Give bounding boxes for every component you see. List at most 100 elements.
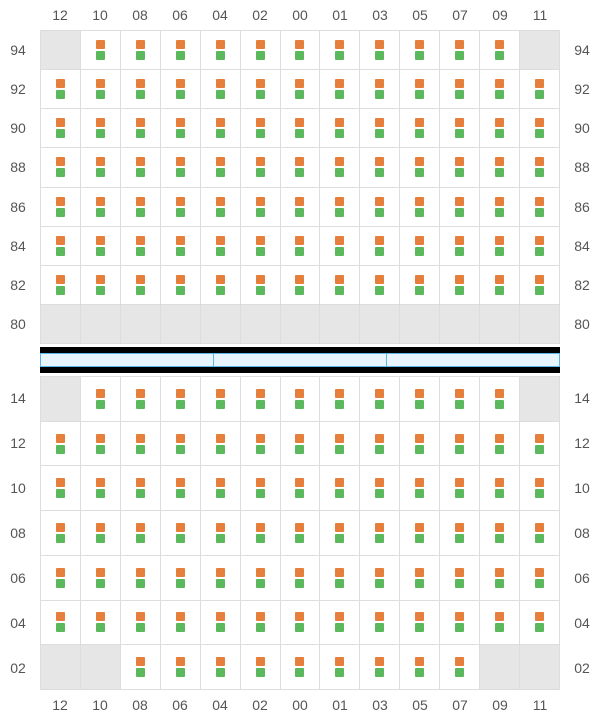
port-dot-green <box>176 168 185 177</box>
port-dot-orange <box>136 612 145 621</box>
port-dot-green <box>216 168 225 177</box>
cell <box>41 556 81 601</box>
cell <box>320 31 360 70</box>
cell <box>360 466 400 511</box>
port-dot-orange <box>535 157 544 166</box>
cell <box>161 422 201 467</box>
port-dot-green <box>295 623 304 632</box>
port-dot-orange <box>56 434 65 443</box>
cell <box>281 422 321 467</box>
port-dot-green <box>535 286 544 295</box>
cell <box>161 148 201 187</box>
cell <box>41 466 81 511</box>
cell <box>81 109 121 148</box>
port-dot-green <box>335 208 344 217</box>
cell <box>281 645 321 690</box>
cell <box>480 70 520 109</box>
port-dot-green <box>96 623 105 632</box>
port-dot-green <box>256 534 265 543</box>
port-dot-orange <box>56 197 65 206</box>
row-label: 14 <box>3 376 33 421</box>
port-dot-green <box>136 623 145 632</box>
cell <box>400 266 440 305</box>
cell <box>440 148 480 187</box>
port-dot-green <box>455 168 464 177</box>
port-dot-green <box>535 129 544 138</box>
port-dot-green <box>96 579 105 588</box>
cell <box>201 305 241 344</box>
port-dot-orange <box>415 568 424 577</box>
cell <box>520 556 560 601</box>
cell <box>520 188 560 227</box>
cell <box>81 422 121 467</box>
port-dot-orange <box>335 79 344 88</box>
port-dot-orange <box>535 612 544 621</box>
port-dot-orange <box>96 275 105 284</box>
cell <box>520 377 560 422</box>
cell <box>320 377 360 422</box>
port-dot-orange <box>136 434 145 443</box>
port-dot-orange <box>256 197 265 206</box>
port-dot-orange <box>495 197 504 206</box>
row-label: 12 <box>3 421 33 466</box>
cell <box>320 645 360 690</box>
cell <box>201 422 241 467</box>
port-dot-orange <box>56 236 65 245</box>
port-dot-orange <box>495 434 504 443</box>
port-dot-green <box>295 579 304 588</box>
port-dot-orange <box>455 523 464 532</box>
port-dot-orange <box>216 197 225 206</box>
port-dot-orange <box>96 612 105 621</box>
cell <box>121 109 161 148</box>
cell <box>161 227 201 266</box>
grid-row <box>41 466 560 511</box>
port-dot-green <box>415 489 424 498</box>
port-dot-green <box>415 247 424 256</box>
cell <box>440 511 480 556</box>
port-dot-orange <box>295 657 304 666</box>
port-dot-orange <box>535 568 544 577</box>
rack-diagram: 12100806040200010305070911 9492908886848… <box>0 0 600 720</box>
port-dot-green <box>335 445 344 454</box>
grid-row <box>41 266 560 305</box>
port-dot-green <box>176 247 185 256</box>
cell <box>520 227 560 266</box>
port-dot-green <box>136 168 145 177</box>
port-dot-green <box>455 489 464 498</box>
port-dot-orange <box>96 389 105 398</box>
port-dot-orange <box>415 157 424 166</box>
col-label: 08 <box>120 690 160 720</box>
cell <box>121 601 161 646</box>
cell <box>121 511 161 556</box>
port-dot-green <box>375 445 384 454</box>
port-dot-green <box>96 208 105 217</box>
port-dot-green <box>455 90 464 99</box>
cell <box>241 377 281 422</box>
cell <box>360 227 400 266</box>
port-dot-orange <box>415 79 424 88</box>
port-dot-green <box>176 668 185 677</box>
cell <box>121 188 161 227</box>
port-dot-orange <box>176 79 185 88</box>
cell <box>520 31 560 70</box>
port-dot-orange <box>495 79 504 88</box>
port-dot-orange <box>295 389 304 398</box>
port-dot-orange <box>256 275 265 284</box>
port-dot-orange <box>136 389 145 398</box>
port-dot-green <box>56 90 65 99</box>
port-dot-green <box>495 90 504 99</box>
cell <box>320 305 360 344</box>
grid-row <box>41 377 560 422</box>
port-dot-green <box>375 489 384 498</box>
port-dot-orange <box>256 157 265 166</box>
port-dot-green <box>256 400 265 409</box>
port-dot-green <box>495 579 504 588</box>
row-label: 14 <box>567 376 597 421</box>
port-dot-green <box>415 445 424 454</box>
row-label: 88 <box>3 148 33 187</box>
port-dot-green <box>295 51 304 60</box>
port-dot-green <box>495 445 504 454</box>
row-label: 08 <box>3 511 33 556</box>
port-dot-green <box>216 445 225 454</box>
port-dot-green <box>136 489 145 498</box>
